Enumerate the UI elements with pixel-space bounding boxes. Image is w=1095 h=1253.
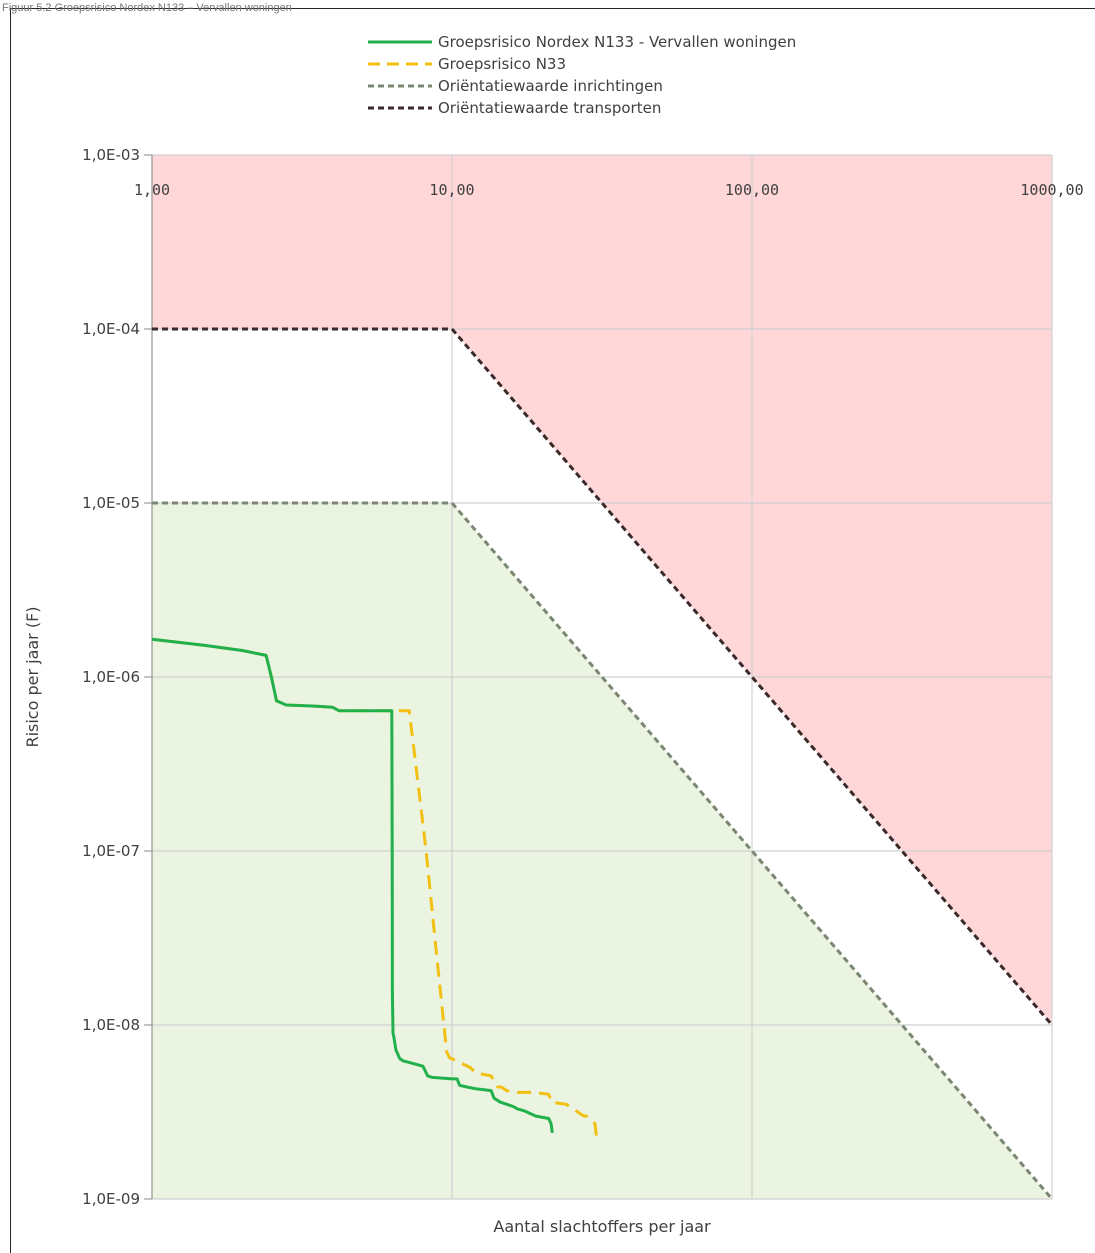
series-line xyxy=(152,327,1054,1026)
y-tick-label: 1,0E-05 xyxy=(82,494,140,512)
series-line xyxy=(151,637,554,1134)
series-line xyxy=(152,501,1054,1200)
legend-label: Groepsrisico Nordex N133 - Vervallen won… xyxy=(438,33,796,51)
y-tick-label: 1,0E-07 xyxy=(82,842,140,860)
y-tick-label: 1,0E-03 xyxy=(82,146,140,164)
region-unacceptable xyxy=(152,155,1052,1025)
series-lines xyxy=(151,327,1054,1200)
y-tick-label: 1,0E-09 xyxy=(82,1190,140,1208)
x-tick-label: 1000,00 xyxy=(1020,181,1083,199)
series-line xyxy=(151,637,598,1137)
y-axis-title: Risico per jaar (F) xyxy=(23,606,42,747)
legend: Groepsrisico Nordex N133 - Vervallen won… xyxy=(368,33,796,117)
legend-label: Oriëntatiewaarde transporten xyxy=(438,99,661,117)
y-tick-label: 1,0E-08 xyxy=(82,1016,140,1034)
figure-caption: Figuur 5.2 Groepsrisico Nordex N133 – Ve… xyxy=(2,2,292,14)
legend-label: Oriëntatiewaarde inrichtingen xyxy=(438,77,663,95)
x-tick-label: 10,00 xyxy=(429,181,474,199)
legend-label: Groepsrisico N33 xyxy=(438,55,566,73)
x-tick-label: 100,00 xyxy=(725,181,779,199)
y-tick-label: 1,0E-06 xyxy=(82,668,140,686)
axis-ticks: 1,0E-09 1,0E-08 1,0E-07 1,0E-06 1,0E-05 1,0E-… xyxy=(82,146,1083,1208)
x-axis-title: Aantal slachtoffers per jaar xyxy=(493,1217,711,1236)
y-tick-label: 1,0E-04 xyxy=(82,320,140,338)
